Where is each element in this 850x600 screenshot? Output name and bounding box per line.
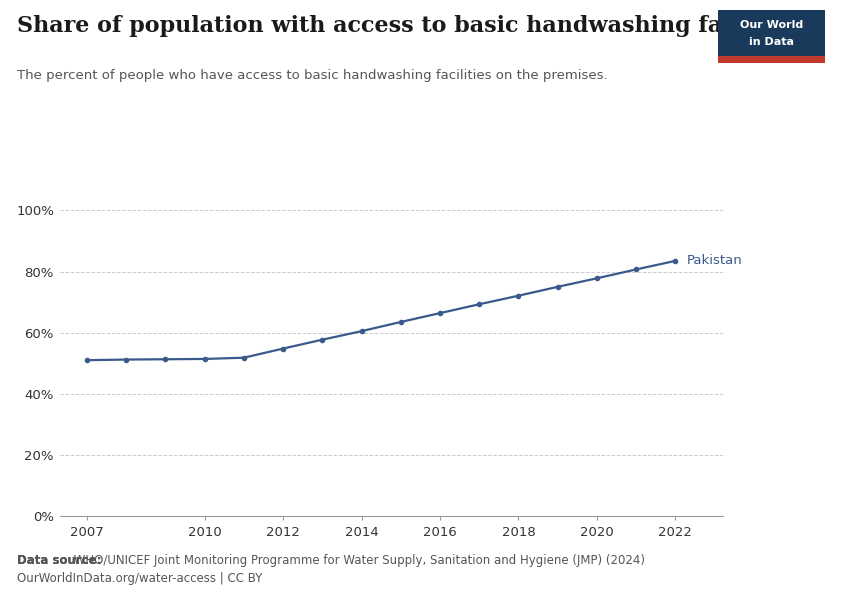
Text: Data source:: Data source: [17,554,101,567]
Text: Our World: Our World [740,20,803,30]
Text: Pakistan: Pakistan [687,254,743,268]
Text: The percent of people who have access to basic handwashing facilities on the pre: The percent of people who have access to… [17,69,608,82]
Text: Data source:: Data source: [17,554,101,567]
Text: in Data: in Data [749,37,794,47]
Text: Data source: WHO/UNICEF Joint Monitoring Programme for Water Supply, Sanitation : Data source: WHO/UNICEF Joint Monitoring… [17,554,667,567]
Text: Share of population with access to basic handwashing facilities: Share of population with access to basic… [17,15,806,37]
Text: OurWorldInData.org/water-access | CC BY: OurWorldInData.org/water-access | CC BY [17,572,263,585]
Text: WHO/UNICEF Joint Monitoring Programme for Water Supply, Sanitation and Hygiene (: WHO/UNICEF Joint Monitoring Programme fo… [70,554,645,567]
